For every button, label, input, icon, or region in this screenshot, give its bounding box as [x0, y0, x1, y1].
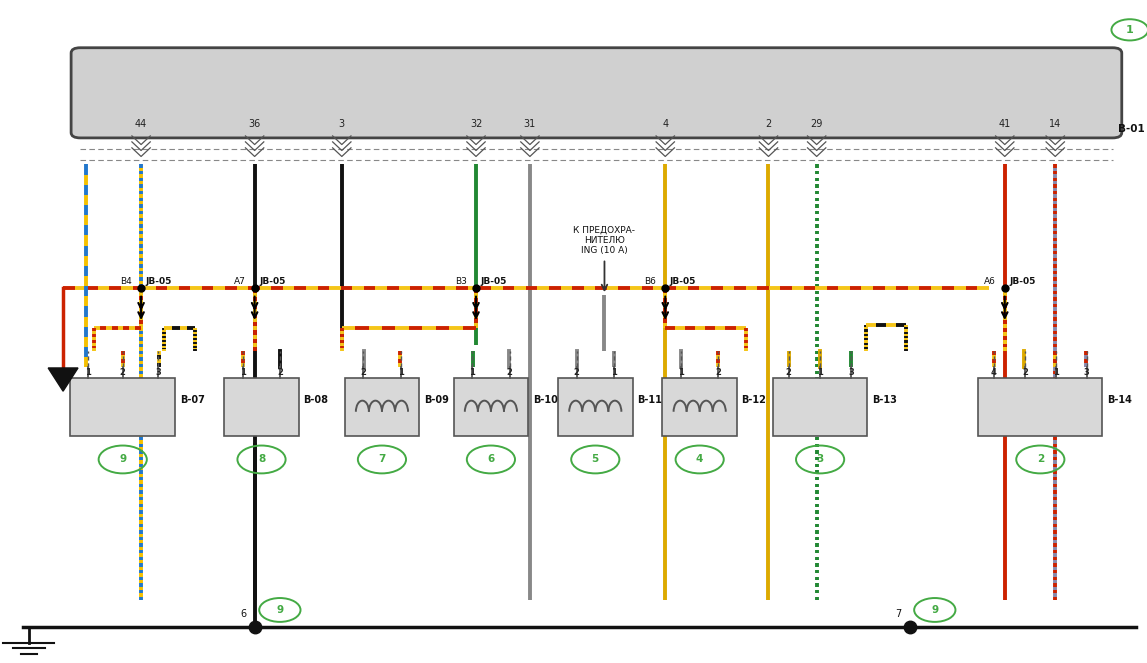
Text: JB-05: JB-05: [670, 276, 696, 286]
Text: 36: 36: [249, 119, 260, 129]
Text: 2: 2: [507, 367, 513, 377]
Text: 4: 4: [696, 454, 703, 465]
Text: 2: 2: [574, 367, 579, 377]
Text: 7: 7: [895, 609, 902, 619]
Bar: [559, 378, 633, 436]
Text: B4: B4: [120, 276, 132, 286]
Text: 7: 7: [379, 454, 385, 465]
Text: B-14: B-14: [1107, 395, 1132, 405]
Text: 2: 2: [765, 119, 772, 129]
Text: JB-05: JB-05: [481, 276, 507, 286]
Text: 9: 9: [931, 605, 938, 615]
Text: B-08: B-08: [303, 395, 328, 405]
Text: 1: 1: [469, 367, 475, 377]
Text: 1: 1: [817, 367, 824, 377]
Text: 32: 32: [470, 119, 482, 129]
Text: 29: 29: [811, 119, 822, 129]
Text: 1: 1: [85, 367, 91, 377]
Text: 9: 9: [119, 454, 126, 465]
Bar: [70, 378, 175, 436]
Text: JB-05: JB-05: [146, 276, 172, 286]
FancyBboxPatch shape: [71, 48, 1122, 138]
Text: 3: 3: [1084, 367, 1090, 377]
Text: A6: A6: [984, 276, 996, 286]
Text: 6: 6: [240, 609, 247, 619]
Text: B3: B3: [455, 276, 467, 286]
Text: К ПРЕДОХРА-
НИТЕЛЮ
ING (10 А): К ПРЕДОХРА- НИТЕЛЮ ING (10 А): [574, 225, 635, 255]
Text: B-07: B-07: [180, 395, 205, 405]
Bar: [453, 378, 528, 436]
Text: 5: 5: [592, 454, 599, 465]
Text: B6: B6: [645, 276, 656, 286]
Bar: [773, 378, 867, 436]
Text: 1: 1: [1126, 25, 1133, 35]
Text: 1: 1: [240, 367, 245, 377]
Text: JB-05: JB-05: [1009, 276, 1036, 286]
Text: 41: 41: [999, 119, 1011, 129]
Text: 1: 1: [678, 367, 684, 377]
Text: B-11: B-11: [638, 395, 662, 405]
Text: B-10: B-10: [532, 395, 557, 405]
Text: B-09: B-09: [424, 395, 448, 405]
Text: 1: 1: [398, 367, 404, 377]
Text: 3: 3: [849, 367, 855, 377]
Text: 2: 2: [119, 367, 126, 377]
Text: B-13: B-13: [872, 395, 897, 405]
Text: 2: 2: [1037, 454, 1044, 465]
Bar: [978, 378, 1102, 436]
Text: 3: 3: [817, 454, 824, 465]
Text: 2: 2: [786, 367, 791, 377]
Text: 1: 1: [611, 367, 617, 377]
Text: B-12: B-12: [742, 395, 766, 405]
Bar: [663, 378, 738, 436]
Text: 3: 3: [155, 367, 161, 377]
Text: 4: 4: [991, 367, 997, 377]
Text: 4: 4: [662, 119, 669, 129]
Polygon shape: [48, 368, 78, 391]
Text: 2: 2: [1022, 367, 1028, 377]
Text: 6: 6: [487, 454, 494, 465]
Bar: [344, 378, 420, 436]
Text: B-01: B-01: [1118, 124, 1145, 135]
Text: 44: 44: [135, 119, 147, 129]
Text: 14: 14: [1050, 119, 1061, 129]
Text: JB-05: JB-05: [259, 276, 286, 286]
Text: 2: 2: [360, 367, 366, 377]
Text: A7: A7: [234, 276, 245, 286]
Text: 3: 3: [338, 119, 345, 129]
Text: 1: 1: [1053, 367, 1059, 377]
Text: 31: 31: [524, 119, 536, 129]
Text: 9: 9: [276, 605, 283, 615]
Text: 8: 8: [258, 454, 265, 465]
Text: 2: 2: [716, 367, 721, 377]
Bar: [225, 378, 298, 436]
Text: 2: 2: [278, 367, 283, 377]
